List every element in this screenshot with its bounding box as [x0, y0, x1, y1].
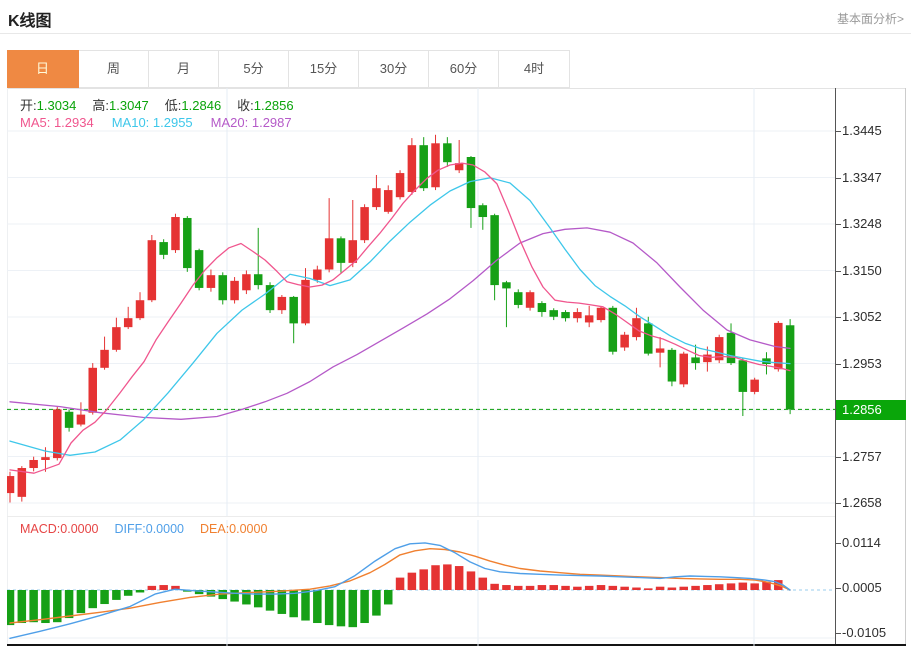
ma10-legend: MA10: 1.2955	[111, 115, 193, 130]
tab-4时[interactable]: 4时	[499, 51, 569, 87]
macd-value: MACD:0.0000	[20, 522, 99, 536]
tab-30分[interactable]: 30分	[359, 51, 429, 87]
close-value: 1.2856	[253, 98, 294, 113]
price-axis-label: 1.3445	[842, 123, 882, 138]
tab-日[interactable]: 日	[7, 50, 79, 88]
price-axis-line	[835, 88, 836, 646]
price-axis-label: 1.3052	[842, 309, 882, 324]
chart-top-border	[7, 88, 906, 89]
ma5-legend: MA5: 1.2934	[20, 115, 94, 130]
macd-legend: MACD:0.0000 DIFF:0.0000 DEA:0.0000	[20, 522, 283, 536]
ohlc-readout: 开:1.3034 高:1.3047 低:1.2846 收:1.2856	[20, 95, 310, 114]
low-label: 低:	[164, 98, 182, 113]
dea-value: DEA:0.0000	[200, 522, 268, 536]
price-axis-tick	[836, 456, 841, 458]
macd-axis-label: -0.0105	[842, 625, 887, 641]
low-value: 1.2846	[181, 98, 222, 113]
candlestick-chart	[7, 88, 835, 516]
price-axis-label: 1.3347	[842, 169, 882, 185]
tab-月[interactable]: 月	[149, 51, 219, 87]
price-axis-label: 1.2953	[842, 355, 882, 371]
chart-bottom-border	[7, 644, 906, 646]
open-label: 开:	[20, 98, 37, 113]
tab-5分[interactable]: 5分	[219, 51, 289, 87]
current-price-badge: 1.2856	[836, 400, 906, 420]
price-axis-label: 1.3248	[842, 216, 882, 231]
fundamental-analysis-link[interactable]: 基本面分析>	[836, 12, 904, 26]
price-axis-tick	[836, 131, 841, 132]
macd-axis-label: 0.0005	[842, 579, 882, 595]
macd-axis-tick	[836, 587, 841, 589]
high-value: 1.3047	[109, 98, 149, 113]
tab-60分[interactable]: 60分	[429, 51, 499, 87]
price-axis-label: 1.2757	[842, 448, 882, 464]
price-axis-tick	[836, 177, 841, 179]
page-title: K线图	[8, 13, 52, 30]
tab-周[interactable]: 周	[79, 51, 149, 87]
diff-value: DIFF:0.0000	[114, 522, 184, 536]
chart-left-border	[7, 88, 8, 646]
ma20-legend: MA20: 1.2987	[210, 115, 292, 130]
macd-chart	[7, 520, 835, 646]
price-axis-tick	[836, 270, 841, 272]
chart-right-border	[905, 88, 906, 646]
tab-15分[interactable]: 15分	[289, 51, 359, 87]
interval-tab-bar: 日周月 5分 15分 30分 60分 4时	[7, 50, 570, 88]
price-axis-tick	[836, 317, 841, 318]
macd-axis-label: 0.0114	[842, 534, 881, 550]
open-value: 1.3034	[36, 98, 77, 113]
macd-axis-tick	[836, 542, 841, 544]
price-axis-label: 1.2658	[842, 495, 882, 510]
title-divider	[0, 33, 911, 34]
macd-axis-tick	[836, 633, 841, 635]
price-axis-label: 1.3150	[842, 262, 882, 278]
close-label: 收:	[237, 98, 254, 113]
high-label: 高:	[92, 98, 110, 113]
ma-legend: MA5: 1.2934 MA10: 1.2955 MA20: 1.2987	[20, 115, 310, 130]
price-axis-tick	[836, 363, 841, 365]
chart-area: 开:1.3034 高:1.3047 低:1.2846 收:1.2856 MA5: 1.…	[7, 88, 906, 646]
price-axis-tick	[836, 224, 841, 225]
panel-separator	[7, 516, 835, 517]
price-axis-tick	[836, 503, 841, 504]
